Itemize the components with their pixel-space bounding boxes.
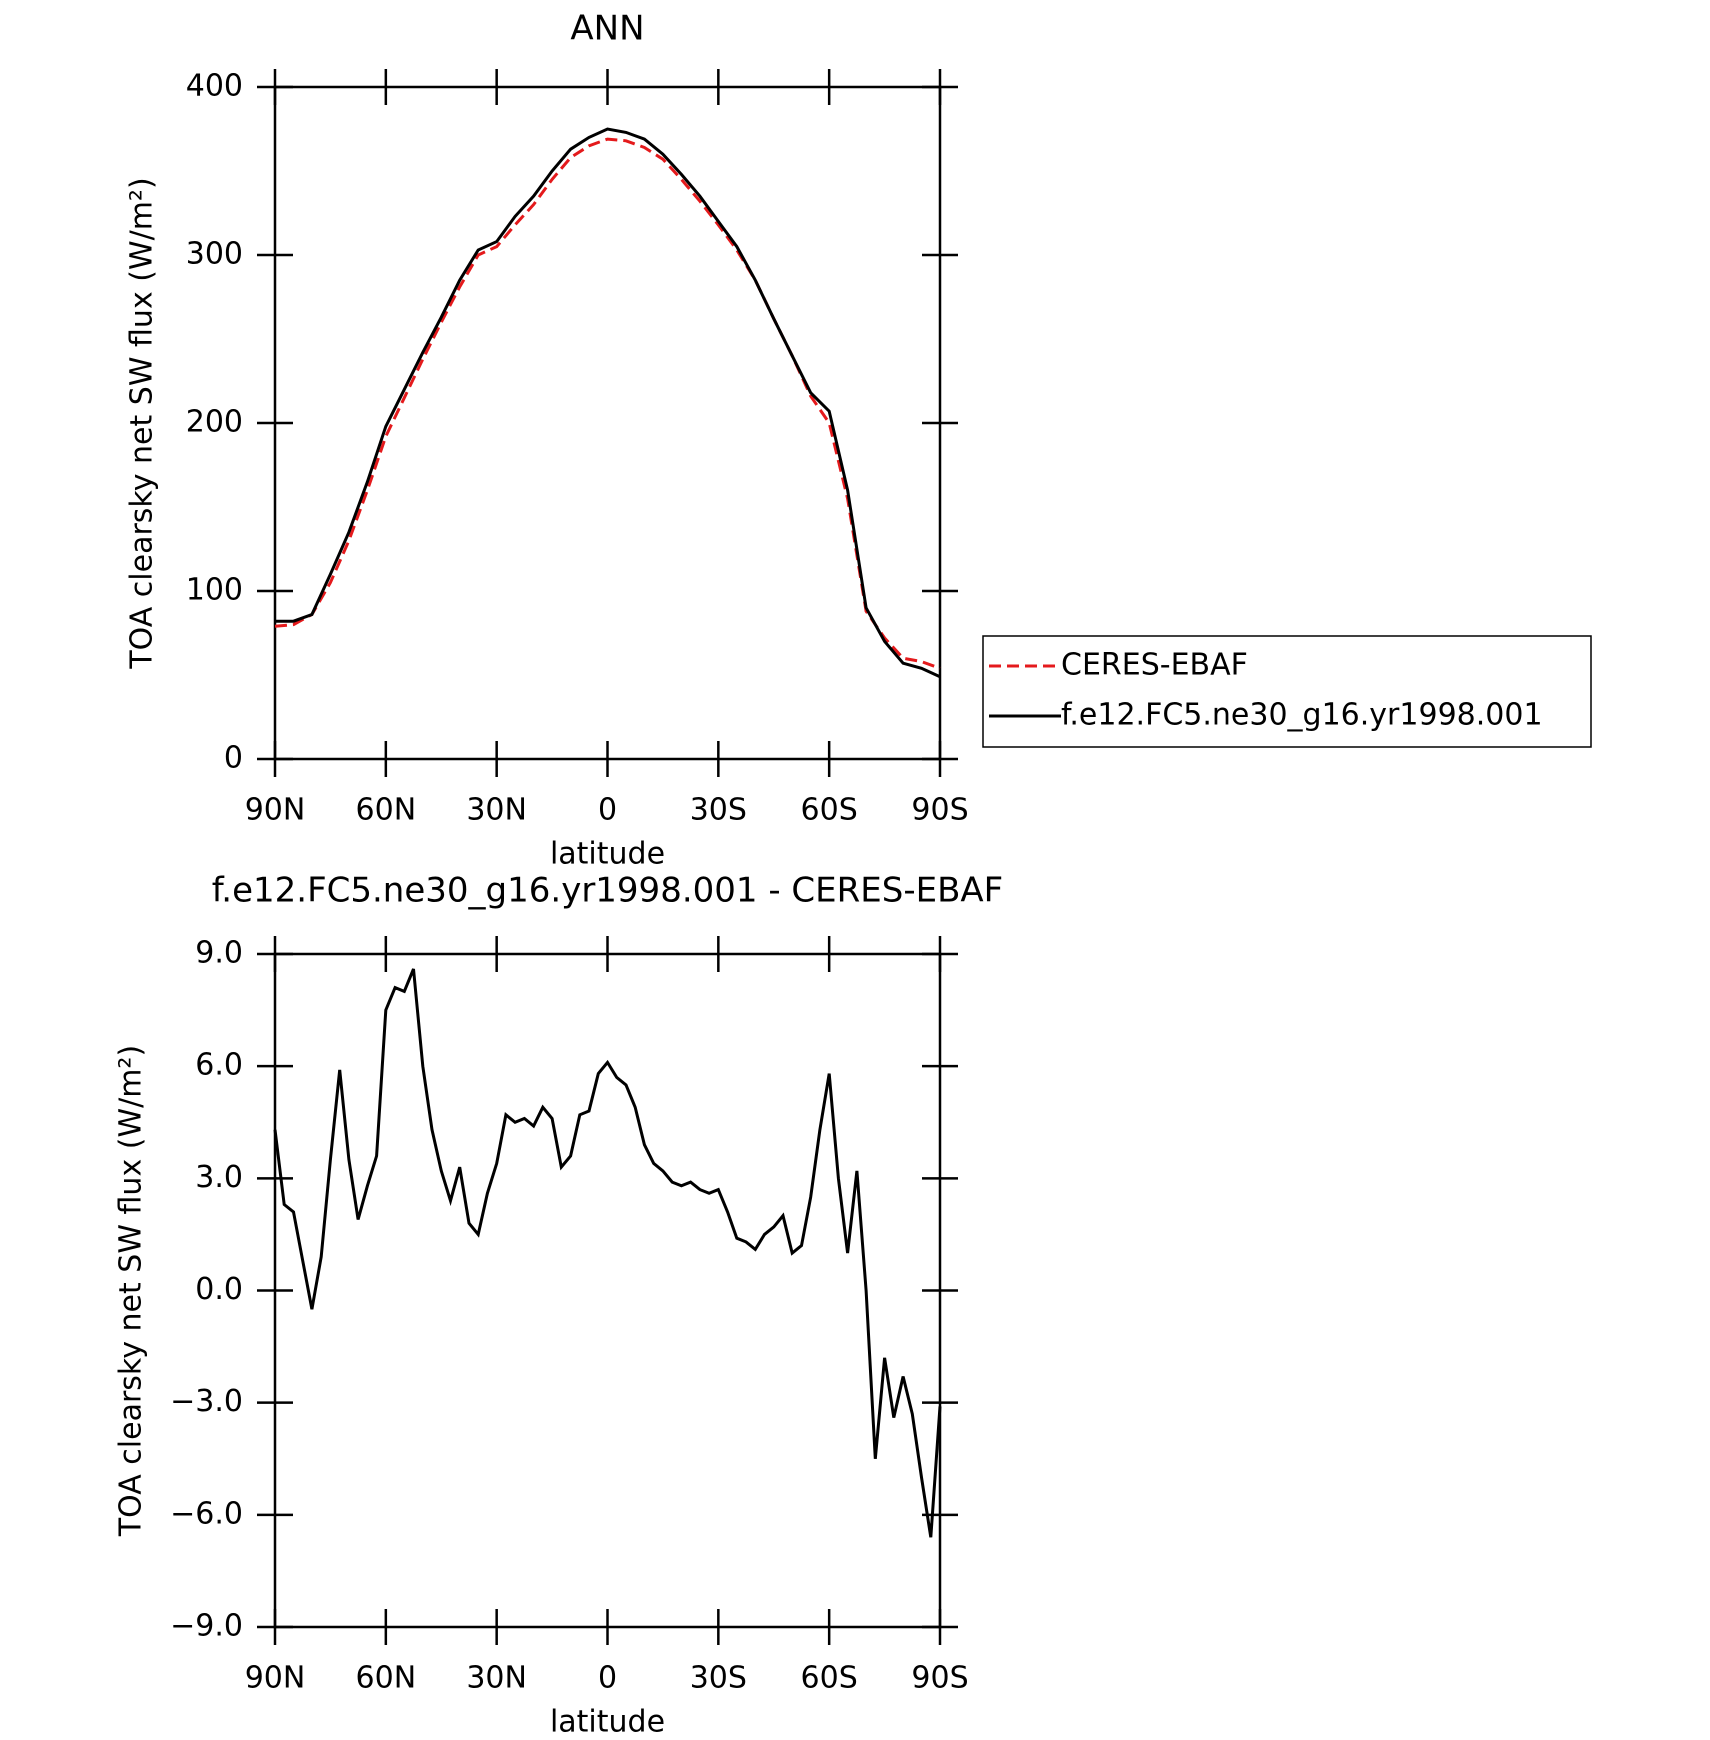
x-tick-label: 60N	[356, 793, 417, 828]
x-tick-label: 30N	[466, 1661, 527, 1696]
x-tick-label: 90S	[911, 793, 968, 828]
y-tick-label: −9.0	[170, 1609, 243, 1644]
y-tick-label: 6.0	[195, 1048, 243, 1083]
data-line	[274, 137, 941, 670]
data-line	[273, 968, 942, 1538]
y-tick-label: 0.0	[195, 1272, 243, 1307]
x-axis-label: latitude	[550, 1705, 665, 1740]
y-tick-label: −6.0	[170, 1496, 243, 1531]
x-axis-label: latitude	[550, 837, 665, 872]
y-axis-label: TOA clearsky net SW flux (W/m²)	[114, 1045, 149, 1537]
y-axis-label: TOA clearsky net SW flux (W/m²)	[125, 177, 160, 669]
y-tick-label: 300	[186, 237, 243, 272]
x-tick-label: 60S	[801, 793, 858, 828]
x-tick-label: 0	[598, 1661, 617, 1696]
y-tick-label: −3.0	[170, 1384, 243, 1419]
data-line	[275, 127, 941, 679]
legend-label: f.e12.FC5.ne30_g16.yr1998.001	[1061, 698, 1543, 733]
y-tick-label: 200	[186, 405, 243, 440]
y-tick-label: 0	[224, 741, 243, 776]
x-tick-label: 90N	[245, 793, 306, 828]
y-tick-label: 3.0	[195, 1160, 243, 1195]
y-tick-label: 400	[186, 69, 243, 104]
plot-frame	[273, 85, 942, 761]
legend-box	[982, 635, 1592, 748]
x-tick-label: 90N	[245, 1661, 306, 1696]
chart-title: ANN	[570, 9, 644, 49]
y-tick-label: 100	[186, 573, 243, 608]
x-tick-label: 90S	[911, 1661, 968, 1696]
x-tick-label: 30S	[690, 793, 747, 828]
x-tick-label: 30S	[690, 1661, 747, 1696]
x-tick-label: 60S	[801, 1661, 858, 1696]
plot-frame	[273, 952, 942, 1629]
x-tick-label: 60N	[356, 1661, 417, 1696]
chart-title: f.e12.FC5.ne30_g16.yr1998.001 - CERES-EB…	[212, 871, 1003, 911]
x-tick-label: 0	[598, 793, 617, 828]
y-tick-label: 9.0	[195, 936, 243, 971]
x-tick-label: 30N	[466, 793, 527, 828]
legend-label: CERES-EBAF	[1061, 648, 1248, 683]
